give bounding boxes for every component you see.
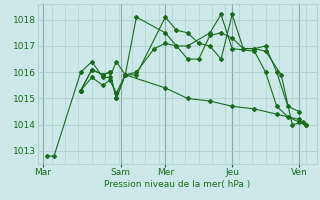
X-axis label: Pression niveau de la mer( hPa ): Pression niveau de la mer( hPa ) <box>104 180 251 189</box>
